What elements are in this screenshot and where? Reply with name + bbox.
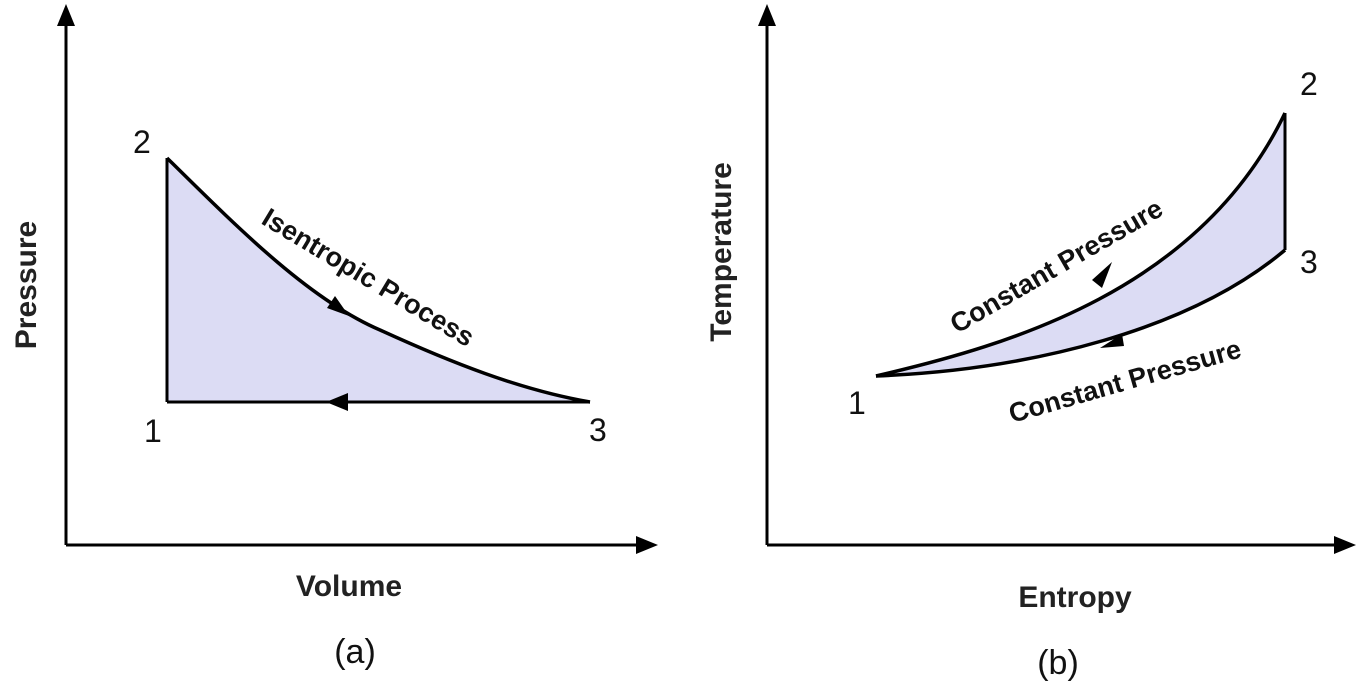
panel-b-state-1: 1 [848, 385, 866, 421]
panel-a-x-axis-arrow [636, 536, 658, 554]
panel-b-y-axis-arrow [758, 4, 776, 26]
panel-a-y-axis-label: Pressure [10, 221, 43, 349]
panel-b-lower-direction-arrow [1100, 334, 1124, 348]
panel-a-curve-direction-arrow [327, 296, 349, 316]
panel-a-state-1: 1 [144, 413, 162, 449]
panel-b-upper-curve [875, 112, 1287, 378]
panel-a-state-2: 2 [133, 124, 151, 160]
panel-b-upper-direction-arrow [1092, 262, 1112, 288]
panel-b-caption: (b) [1037, 644, 1079, 682]
panel-b-state-2: 2 [1300, 66, 1318, 102]
panel-a-bottom-direction-arrow [326, 393, 348, 411]
panel-a-x-axis-label: Volume [296, 570, 402, 603]
panel-b-state-3: 3 [1300, 244, 1318, 280]
panel-a-caption: (a) [334, 633, 376, 671]
panel-b-ts-diagram: 1 2 3 Constant Pressure Constant Pressur… [705, 4, 1356, 682]
panel-b-x-axis-arrow [1334, 536, 1356, 554]
panel-b-x-axis-label: Entropy [1018, 581, 1132, 614]
panel-b-lower-curve [875, 248, 1287, 378]
panel-a-pv-diagram: 2 1 3 Isentropic Process Pressure Volume… [10, 4, 658, 671]
panel-a-y-axis-arrow [57, 4, 75, 26]
panel-b-y-axis-label: Temperature [705, 162, 738, 342]
panel-a-state-3: 3 [589, 412, 607, 448]
panel-a-isentropic-curve [165, 156, 591, 404]
panel-a-cycle-region [167, 158, 590, 402]
